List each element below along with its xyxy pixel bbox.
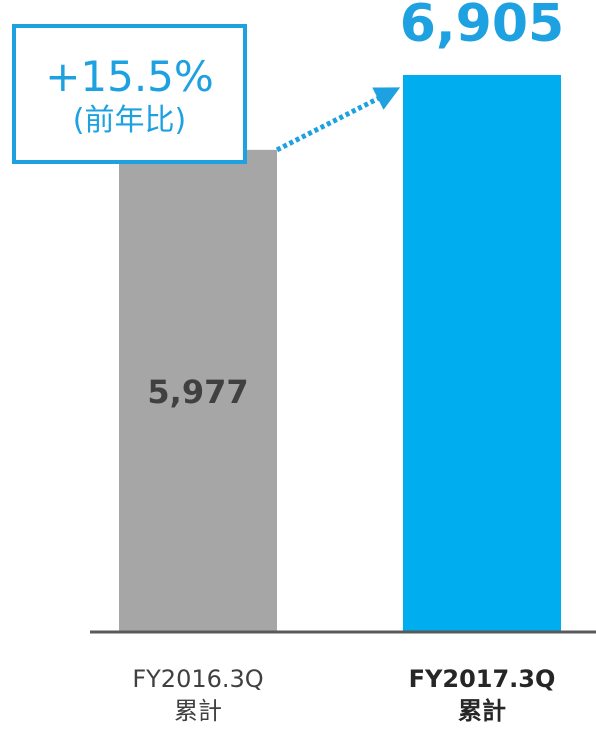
growth-callout: +15.5% (前年比) (12, 24, 247, 164)
category-label-2-line-1: FY2017.3Q (409, 665, 556, 693)
value-label-1: 5,977 (147, 373, 248, 411)
labels-layer: 5,977 FY2016.3Q 累計 6,905 FY2017.3Q 累計 (132, 0, 564, 725)
bar-1 (119, 149, 277, 632)
value-label-2: 6,905 (400, 0, 564, 54)
growth-percentage: +15.5% (45, 52, 214, 101)
category-label-1-line-2: 累計 (174, 697, 222, 725)
category-label-1-line-1: FY2016.3Q (132, 665, 263, 693)
bars-layer (119, 74, 561, 633)
growth-arrow (275, 87, 401, 153)
category-label-2-line-2: 累計 (458, 697, 506, 725)
bar-2 (403, 74, 561, 633)
growth-period-label: (前年比) (72, 103, 187, 138)
